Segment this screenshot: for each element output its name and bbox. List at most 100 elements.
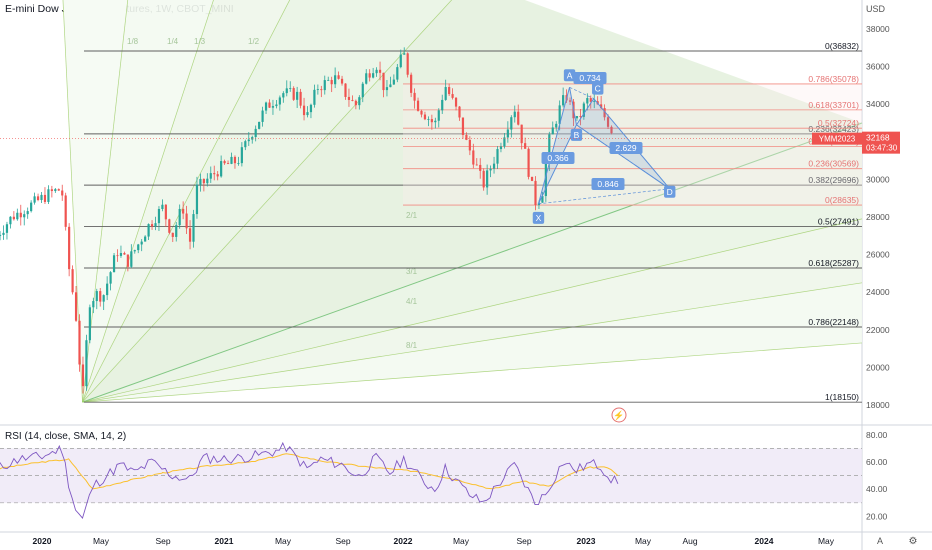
candle-body[interactable] (416, 100, 420, 111)
candle-body[interactable] (233, 156, 237, 164)
candle-body[interactable] (192, 214, 195, 242)
candle-body[interactable] (161, 204, 164, 209)
candle-body[interactable] (216, 174, 219, 177)
candle-body[interactable] (268, 102, 271, 108)
candle-body[interactable] (164, 204, 167, 220)
candle-body[interactable] (275, 104, 278, 107)
rsi-ma-line[interactable] (0, 453, 619, 490)
harmonic-ratio[interactable] (591, 178, 625, 190)
candle-body[interactable] (40, 194, 43, 201)
candle-body[interactable] (171, 232, 174, 237)
harmonic-point-x[interactable] (532, 211, 545, 224)
candle-body[interactable] (372, 73, 375, 78)
candle-body[interactable] (496, 149, 499, 164)
candle-body[interactable] (555, 123, 558, 128)
candle-body[interactable] (213, 173, 216, 175)
candle-body[interactable] (258, 121, 261, 129)
candle-body[interactable] (589, 98, 592, 102)
candle-body[interactable] (26, 211, 29, 215)
candle-body[interactable] (544, 163, 547, 197)
candle-body[interactable] (254, 128, 257, 138)
candle-body[interactable] (606, 117, 610, 127)
candle-body[interactable] (475, 164, 478, 166)
candle-body[interactable] (427, 119, 430, 120)
candle-body[interactable] (458, 106, 461, 118)
gann-fan-line[interactable] (82, 0, 220, 403)
candle-body[interactable] (299, 91, 302, 106)
candle-body[interactable] (378, 69, 382, 73)
candle-body[interactable] (188, 228, 192, 242)
candle-body[interactable] (261, 110, 264, 122)
gann-fan-line[interactable] (82, 0, 470, 403)
candle-body[interactable] (12, 216, 15, 220)
harmonic-ratio[interactable] (573, 72, 607, 84)
candle-body[interactable] (365, 73, 368, 84)
candle-body[interactable] (568, 100, 572, 102)
candle-body[interactable] (137, 244, 140, 251)
candle-body[interactable] (430, 119, 433, 123)
harmonic-ratio[interactable] (609, 142, 643, 154)
candle-body[interactable] (582, 103, 585, 117)
candle-body[interactable] (247, 139, 250, 142)
candle-body[interactable] (361, 83, 364, 98)
candle-body[interactable] (74, 292, 78, 321)
candle-body[interactable] (119, 253, 123, 256)
harmonic-point-b[interactable] (570, 128, 583, 141)
candle-body[interactable] (579, 116, 582, 117)
candle-body[interactable] (282, 93, 285, 98)
candle-body[interactable] (586, 98, 589, 104)
candle-body[interactable] (306, 112, 309, 116)
candle-body[interactable] (492, 163, 496, 169)
candle-body[interactable] (340, 78, 344, 84)
candle-body[interactable] (296, 91, 299, 100)
candle-body[interactable] (334, 75, 337, 85)
candle-body[interactable] (126, 254, 129, 267)
candle-body[interactable] (548, 134, 551, 164)
candle-body[interactable] (437, 110, 440, 121)
candle-body[interactable] (423, 114, 427, 120)
candle-body[interactable] (482, 170, 485, 188)
harmonic-xab-triangle[interactable] (537, 87, 577, 205)
candle-body[interactable] (575, 116, 579, 119)
candle-body[interactable] (406, 53, 409, 75)
candle-body[interactable] (337, 75, 340, 79)
candle-body[interactable] (320, 89, 323, 91)
candle-body[interactable] (244, 141, 247, 148)
candle-body[interactable] (33, 196, 36, 203)
candle-body[interactable] (434, 120, 437, 123)
candle-body[interactable] (302, 105, 306, 116)
candle-body[interactable] (520, 124, 523, 144)
candle-body[interactable] (454, 97, 458, 107)
candle-body[interactable] (47, 189, 50, 202)
candle-body[interactable] (16, 212, 19, 220)
candle-body[interactable] (489, 168, 492, 171)
candle-body[interactable] (527, 148, 530, 177)
last-price-tag[interactable] (862, 131, 900, 154)
rsi-indicator-title[interactable]: RSI (14, close, SMA, 14, 2) (5, 431, 127, 442)
candle-body[interactable] (503, 137, 506, 147)
candle-body[interactable] (292, 88, 295, 100)
candle-body[interactable] (517, 111, 520, 125)
candle-body[interactable] (43, 194, 47, 202)
candle-body[interactable] (19, 212, 22, 218)
candle-body[interactable] (420, 110, 423, 115)
candle-body[interactable] (182, 208, 185, 214)
candle-body[interactable] (150, 224, 154, 227)
candle-body[interactable] (347, 96, 351, 100)
candle-body[interactable] (499, 146, 503, 150)
candle-body[interactable] (289, 88, 292, 89)
candle-body[interactable] (154, 223, 157, 227)
candle-body[interactable] (116, 255, 119, 257)
harmonic-point-d[interactable] (664, 185, 676, 198)
candle-body[interactable] (195, 184, 199, 215)
candle-body[interactable] (558, 105, 561, 124)
harmonic-point-a[interactable] (563, 69, 576, 82)
candle-body[interactable] (551, 127, 554, 135)
candle-body[interactable] (68, 226, 71, 270)
candle-body[interactable] (600, 104, 603, 109)
candle-body[interactable] (344, 83, 347, 97)
candle-body[interactable] (199, 178, 202, 185)
candle-body[interactable] (57, 189, 60, 191)
candle-body[interactable] (237, 163, 240, 164)
